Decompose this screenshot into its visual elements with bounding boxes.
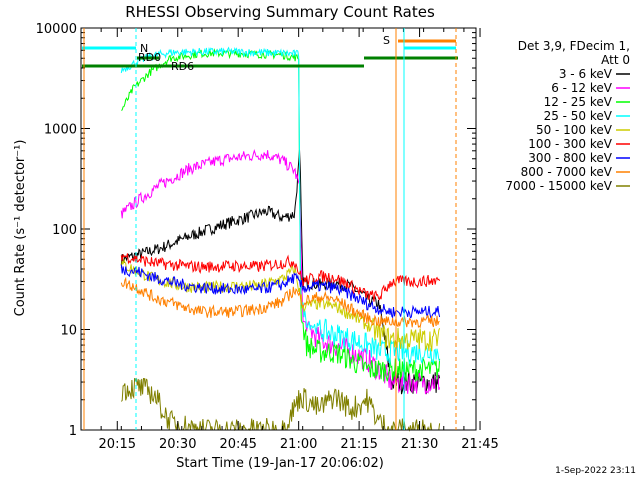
series-line-12-25-kev [121,48,441,382]
annotation-n: N [140,42,148,55]
x-tick-label: 21:45 [461,437,498,452]
series-line-800-7000-kev [120,276,440,329]
series-line-100-300-kev [120,253,441,302]
x-tick-label: 20:30 [159,437,196,452]
legend-entry-7000-15000-kev: 7000 - 15000 keV [505,179,612,193]
x-tick-label: 21:00 [280,437,317,452]
plot-area [120,46,441,432]
y-axis: 1 10 100 1000 10000 [36,22,476,439]
legend-entry-3-6-kev: 3 - 6 keV [559,67,613,81]
series-line-25-50-kev [120,46,441,366]
x-tick-label: 21:30 [401,437,438,452]
x-tick-label: 20:15 [99,437,136,452]
x-tick-label: 21:15 [340,437,377,452]
legend-entry-50-100-kev: 50 - 100 keV [536,123,613,137]
legend-entry-300-800-kev: 300 - 800 keV [528,151,612,165]
chart-title: RHESSI Observing Summary Count Rates [125,3,435,21]
x-axis-label: Start Time (19-Jan-17 20:06:02) [176,456,384,471]
y-tick-label: 10000 [36,22,77,37]
y-tick-label: 1 [69,424,77,439]
legend-header-line-1: Det 3,9, FDecim 1, [518,39,630,53]
y-tick-label: 10 [60,324,77,339]
annotation-s: S [383,34,390,47]
series-line-6-12-kev [120,149,441,395]
y-axis-label: Count Rate (s⁻¹ detector⁻¹) [13,140,28,317]
series-line-300-800-kev [120,264,441,319]
legend-entry-12-25-kev: 12 - 25 keV [544,95,613,109]
series-line-3-6-kev [120,149,441,395]
annotation-rd6: RD6 [171,60,194,73]
legend-header-line-2: Att 0 [601,53,630,67]
legend-entry-6-12-kev: 6 - 12 keV [551,81,613,95]
x-axis: 20:15 20:30 20:45 21:00 21:15 21:30 21:45 [80,28,499,452]
legend-entry-100-300-kev: 100 - 300 keV [528,137,612,151]
timestamp: 1-Sep-2022 23:11 [555,466,636,476]
y-tick-label: 1000 [44,123,77,138]
annotation-rd0: RD0 [138,51,161,64]
legend-entry-800-7000-kev: 800 - 7000 keV [521,165,613,179]
x-tick-label: 20:45 [219,437,256,452]
legend-entry-25-50-kev: 25 - 50 keV [544,109,613,123]
y-tick-label: 100 [52,223,77,238]
